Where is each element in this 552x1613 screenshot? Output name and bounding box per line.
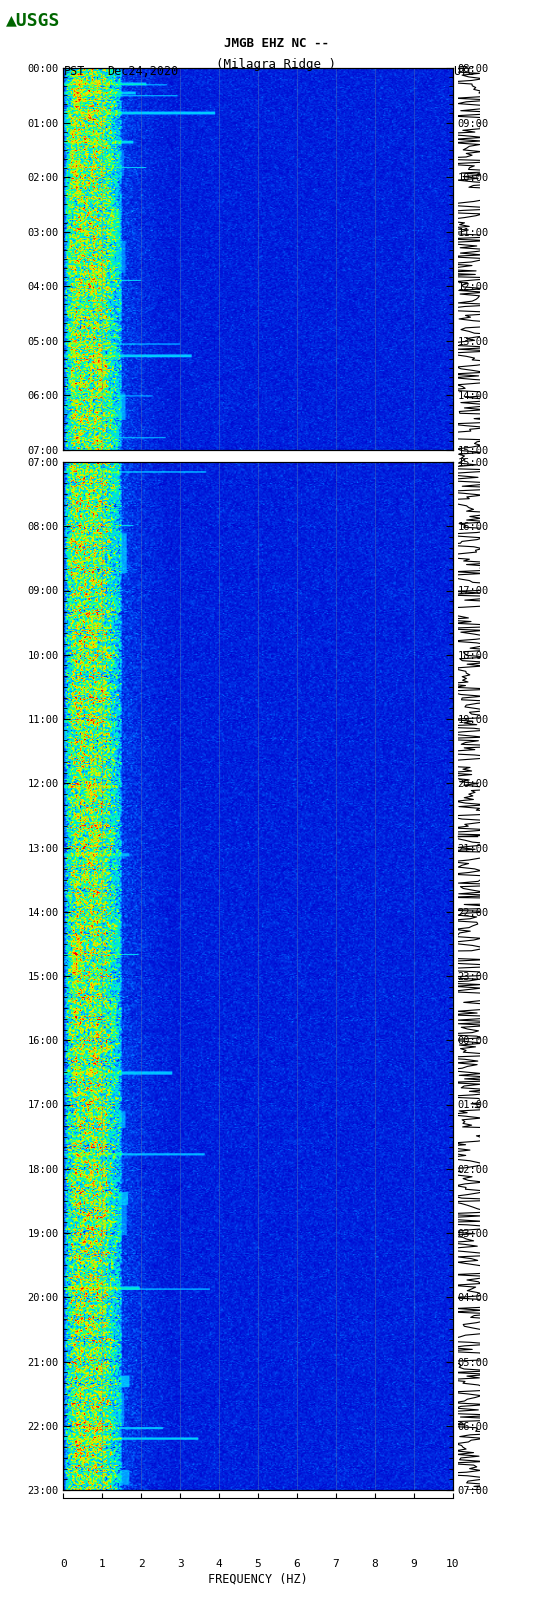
Text: PST: PST (63, 65, 85, 77)
Text: Dec24,2020: Dec24,2020 (108, 65, 179, 77)
Text: UTC: UTC (453, 65, 474, 77)
Text: (Milagra Ridge ): (Milagra Ridge ) (216, 58, 336, 71)
Text: JMGB EHZ NC --: JMGB EHZ NC -- (224, 37, 328, 50)
Text: ▲USGS: ▲USGS (6, 11, 60, 29)
X-axis label: FREQUENCY (HZ): FREQUENCY (HZ) (208, 1573, 308, 1586)
